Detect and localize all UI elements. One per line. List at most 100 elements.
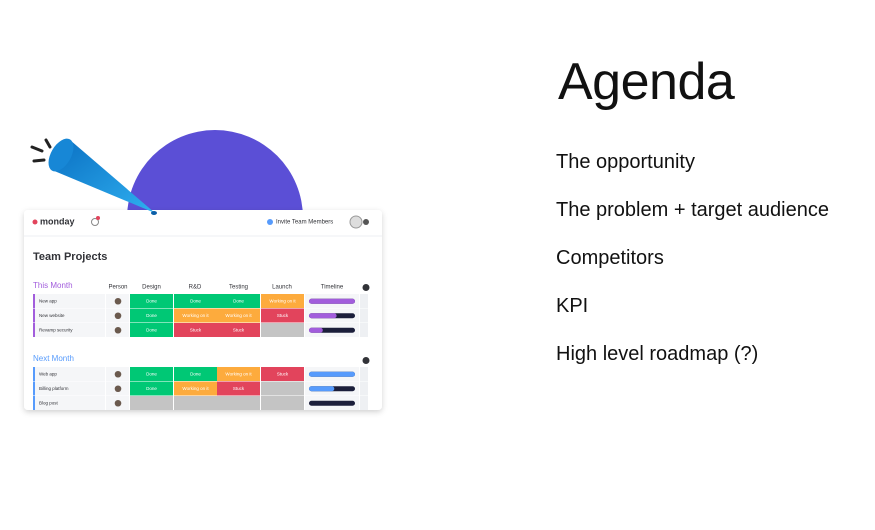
agenda-list: The opportunity The problem + target audi…	[556, 146, 829, 386]
timeline-progress	[309, 371, 355, 377]
status-cell	[130, 381, 173, 396]
status-cell	[217, 294, 260, 308]
status-cell	[174, 367, 217, 381]
row-accent	[33, 308, 35, 323]
row-end	[360, 308, 368, 323]
timeline-progress	[309, 327, 323, 333]
status-label: Working on it	[225, 371, 252, 376]
status-cell	[217, 308, 260, 323]
status-label: Done	[190, 371, 201, 376]
row-name-cell	[35, 396, 105, 410]
status-label: Stuck	[190, 327, 202, 332]
slide-title: Agenda	[558, 53, 735, 111]
invite-link[interactable]: Invite Team Members	[276, 220, 333, 226]
status-cell	[174, 381, 217, 396]
status-cell	[261, 367, 304, 381]
status-cell	[217, 323, 260, 337]
board-title: Team Projects	[33, 251, 107, 263]
timeline-progress	[309, 386, 335, 392]
status-cell	[217, 367, 260, 381]
status-label: Stuck	[233, 386, 245, 391]
row-end	[360, 367, 368, 381]
status-cell	[130, 308, 173, 323]
cone-mouth	[48, 138, 74, 172]
status-label: Done	[233, 298, 244, 303]
status-label: Working on it	[269, 298, 296, 303]
row-end	[360, 294, 368, 308]
add-column-icon	[362, 284, 370, 291]
row-end	[360, 323, 368, 337]
row-name: New website	[39, 313, 65, 318]
megaphone	[30, 138, 157, 215]
agenda-item: KPI	[556, 295, 589, 317]
app-content: monday Invite Team Members Team Projects…	[24, 215, 382, 410]
cone	[52, 140, 155, 213]
status-cell	[174, 308, 217, 323]
status-cell	[130, 367, 173, 381]
agenda-item: Competitors	[556, 247, 664, 269]
row-name: Billing platform	[39, 386, 69, 391]
row-accent	[33, 323, 35, 337]
person-avatar	[114, 326, 122, 334]
logo: monday	[40, 216, 75, 226]
person-avatar	[114, 312, 122, 320]
column-header: Timeline	[321, 285, 344, 291]
status-cell	[174, 294, 217, 308]
status-cell	[261, 294, 304, 308]
status-cell	[261, 308, 304, 323]
status-cell	[217, 381, 260, 396]
status-label: Stuck	[277, 313, 289, 318]
status-cell	[261, 381, 304, 396]
row-name-cell	[35, 308, 105, 323]
status-label: Done	[146, 327, 157, 332]
cone-tip	[151, 211, 157, 215]
status-label: Stuck	[233, 327, 245, 332]
row-name-cell	[35, 367, 105, 381]
row-name-cell	[35, 323, 105, 337]
row-accent	[33, 381, 35, 396]
agenda-item: The opportunity	[556, 151, 695, 173]
sound-line	[30, 145, 44, 153]
row-end	[360, 381, 368, 396]
avatar	[349, 215, 363, 229]
agenda-item: High level roadmap (?)	[556, 343, 759, 365]
status-cell	[130, 396, 173, 410]
row-name-cell	[35, 294, 105, 308]
status-label: Stuck	[277, 371, 289, 376]
sound-line	[44, 138, 52, 149]
timeline-progress	[309, 313, 337, 319]
row-accent	[33, 294, 35, 308]
status-cell	[130, 294, 173, 308]
row-name: Web app	[39, 371, 57, 376]
status-cell	[174, 323, 217, 337]
agenda-item: The problem + target audience	[556, 199, 829, 221]
status-cell	[261, 396, 304, 410]
sound-line	[32, 158, 46, 163]
row-name: Revamp security	[39, 327, 73, 332]
timeline-track	[309, 400, 355, 406]
person-avatar	[114, 399, 122, 407]
person-avatar	[114, 370, 122, 378]
column-header: Person	[108, 285, 127, 291]
status-label: Done	[146, 298, 157, 303]
status-label: Done	[146, 313, 157, 318]
menu-icon	[363, 219, 369, 225]
row-name-cell	[35, 381, 105, 396]
group-title: Next Month	[33, 354, 74, 363]
row-accent	[33, 396, 35, 410]
person-avatar	[114, 297, 122, 305]
person-avatar	[114, 385, 122, 393]
status-label: Done	[146, 371, 157, 376]
status-cell	[217, 396, 260, 410]
timeline-progress	[309, 298, 355, 304]
status-cell	[261, 323, 304, 337]
row-end	[360, 396, 368, 410]
row-name: New app	[39, 298, 57, 303]
column-header: Testing	[229, 285, 248, 291]
row-name: Blog post	[39, 400, 59, 405]
status-cell	[174, 396, 217, 410]
logo-mark	[32, 219, 38, 225]
column-header: Launch	[272, 285, 292, 291]
column-header: Design	[142, 285, 161, 291]
